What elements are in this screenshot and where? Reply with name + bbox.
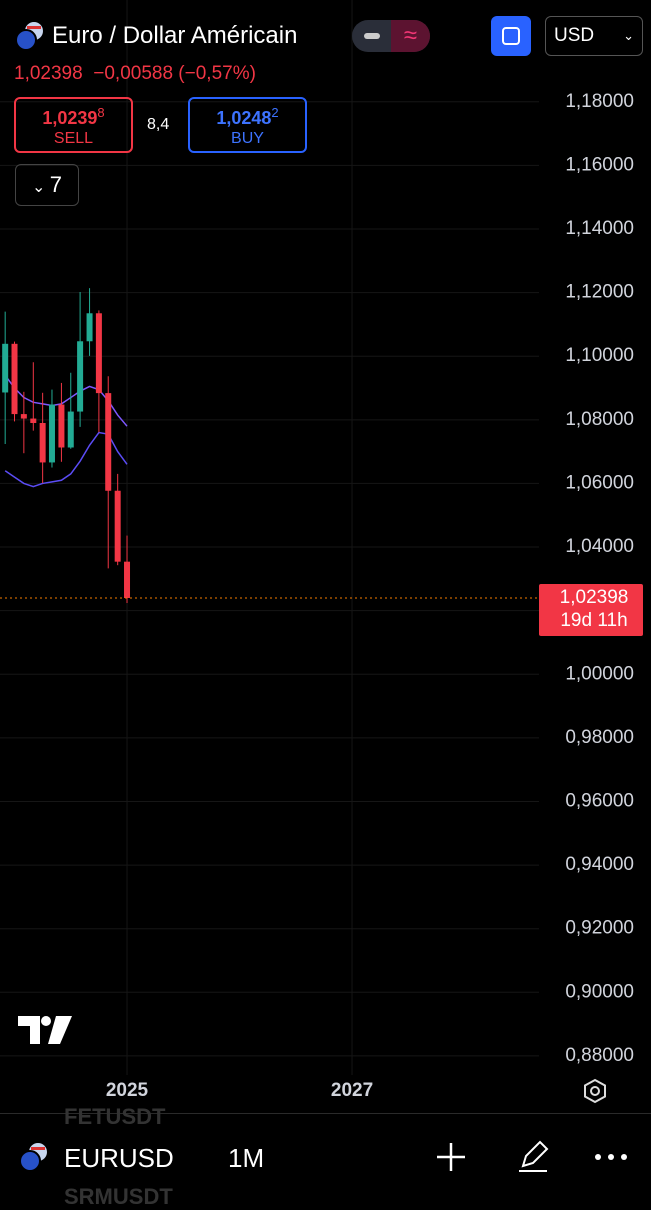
symbol-button[interactable]: EURUSD xyxy=(64,1143,174,1173)
buy-pip: 2 xyxy=(271,105,279,120)
candle-body xyxy=(11,343,18,415)
candle-body xyxy=(2,343,9,393)
fullscreen-button[interactable] xyxy=(491,16,531,56)
buy-button[interactable]: 1,02482 BUY xyxy=(188,97,307,153)
ghost-symbol: SRMUSDT xyxy=(64,1184,173,1209)
candle-body xyxy=(67,411,74,448)
spread: 8,4 xyxy=(147,116,170,133)
y-tick-label: 0,94000 xyxy=(565,854,634,875)
indicators-toggle[interactable]: ⌄ 7 xyxy=(15,164,79,206)
candle-body xyxy=(95,313,102,394)
interval-button[interactable]: 1M xyxy=(228,1143,265,1173)
chart-style-toggle[interactable]: ≈ xyxy=(352,20,430,52)
sell-price: 1,0239 xyxy=(42,108,98,128)
y-tick-label: 1,12000 xyxy=(565,282,634,303)
change: −0,00588 (−0,57%) xyxy=(93,63,256,84)
symbol-icon xyxy=(18,1141,50,1173)
candle-body xyxy=(20,414,27,419)
last-price-label: 1,02398 xyxy=(560,587,629,608)
last-price-tag xyxy=(539,583,643,636)
settings-button[interactable] xyxy=(582,1078,608,1104)
candle-body xyxy=(105,393,112,491)
y-tick-label: 0,96000 xyxy=(565,790,634,811)
candle-body xyxy=(58,404,65,448)
buy-label: BUY xyxy=(231,130,264,147)
candle-body xyxy=(86,313,93,342)
y-tick-label: 1,16000 xyxy=(565,154,634,175)
chart: 0,88000 0,90000 0,92000 0,94000 0,96000 0,980… xyxy=(0,0,643,1101)
y-tick-label: 1,04000 xyxy=(565,536,634,557)
candle-body xyxy=(77,341,84,412)
currency: USD xyxy=(554,25,595,46)
y-tick-label: 1,18000 xyxy=(565,91,634,112)
currency-dropdown[interactable]: USD ⌄ xyxy=(545,16,643,56)
candle-body xyxy=(114,490,121,562)
x-tick-label: 2027 xyxy=(331,1080,373,1101)
countdown: 19d 11h xyxy=(560,610,627,631)
y-tick-label: 1,08000 xyxy=(565,409,634,430)
price: 1,02398 xyxy=(14,63,83,84)
y-tick-label: 1,00000 xyxy=(565,663,634,684)
buy-price: 1,0248 xyxy=(216,108,272,128)
y-tick-label: 0,88000 xyxy=(565,1045,634,1066)
candle-body xyxy=(39,423,46,463)
candle-body xyxy=(48,404,55,463)
separator xyxy=(0,1113,651,1114)
y-tick-label: 0,92000 xyxy=(565,918,634,939)
symbol-icon xyxy=(14,20,46,52)
ghost-symbol: FETUSDT xyxy=(64,1104,166,1129)
sell-label: SELL xyxy=(53,130,94,147)
y-tick-label: 1,14000 xyxy=(565,218,634,239)
price-line: 1,02398 −0,00588 (−0,57%) xyxy=(14,63,256,85)
candle-body xyxy=(124,561,131,598)
symbol-title: Euro / Dollar Américain xyxy=(52,22,298,49)
drawing-button[interactable] xyxy=(515,1138,551,1174)
y-tick-label: 0,98000 xyxy=(565,727,634,748)
indicators-count: 7 xyxy=(49,172,63,197)
y-tick-label: 1,10000 xyxy=(565,345,634,366)
sell-pip: 8 xyxy=(97,105,105,120)
more-button[interactable] xyxy=(594,1150,628,1164)
sell-button[interactable]: 1,02398 SELL xyxy=(14,97,133,153)
tv-logo xyxy=(18,1016,72,1044)
y-tick-label: 1,06000 xyxy=(565,472,634,493)
x-tick-label: 2025 xyxy=(106,1080,149,1101)
add-button[interactable] xyxy=(435,1141,467,1173)
candle-body xyxy=(30,418,37,424)
y-tick-label: 0,90000 xyxy=(565,981,634,1002)
